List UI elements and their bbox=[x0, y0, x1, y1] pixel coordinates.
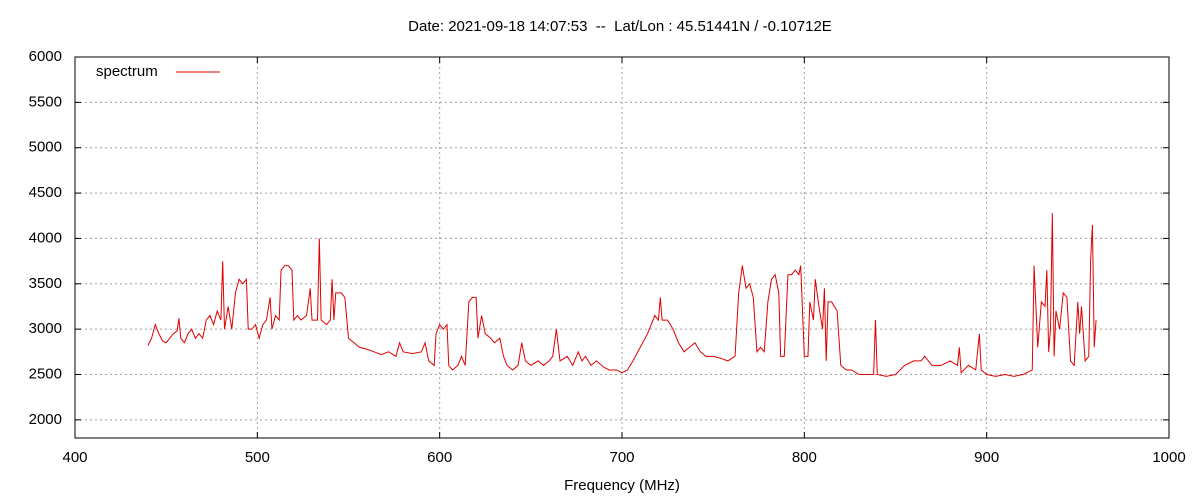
chart-title: Date: 2021-09-18 14:07:53 -- Lat/Lon : 4… bbox=[408, 18, 832, 35]
y-tick-label: 2500 bbox=[29, 365, 62, 382]
x-tick-label: 500 bbox=[245, 449, 270, 466]
y-tick-label: 6000 bbox=[29, 48, 62, 65]
y-tick-label: 5000 bbox=[29, 139, 62, 156]
y-tick-label: 5500 bbox=[29, 93, 62, 110]
grid bbox=[74, 56, 1170, 438]
plot bbox=[147, 213, 1097, 377]
x-tick-label: 400 bbox=[62, 449, 87, 466]
x-tick-label: 900 bbox=[974, 449, 999, 466]
x-tick-label: 800 bbox=[792, 449, 817, 466]
y-tick-label: 3500 bbox=[29, 275, 62, 292]
y-tick-label: 4500 bbox=[29, 184, 62, 201]
x-tick-label: 1000 bbox=[1152, 449, 1185, 466]
plot-frame bbox=[74, 56, 1170, 439]
y-tick-label: 2000 bbox=[29, 411, 62, 428]
x-tick-label: 600 bbox=[427, 449, 452, 466]
x-tick-label: 700 bbox=[609, 449, 634, 466]
y-tick-label: 3000 bbox=[29, 320, 62, 337]
legend-label: spectrum bbox=[96, 63, 158, 80]
y-tick-label: 4000 bbox=[29, 229, 62, 246]
x-axis-label: Frequency (MHz) bbox=[564, 477, 680, 494]
spectrum-line bbox=[147, 213, 1097, 377]
